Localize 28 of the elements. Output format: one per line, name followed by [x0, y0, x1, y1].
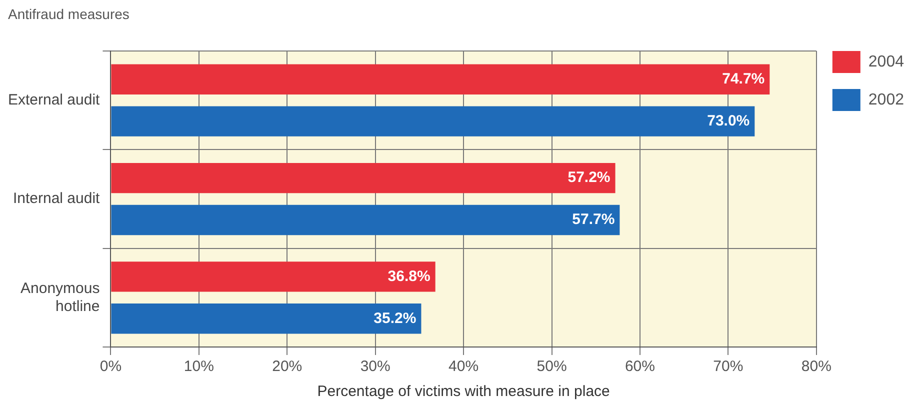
bar [111, 304, 422, 334]
bar [111, 204, 620, 236]
y-tick-label: External audit [8, 91, 101, 108]
x-tick-label: 40% [448, 358, 479, 376]
data-label: 74.7% [722, 70, 765, 88]
data-label: 57.2% [568, 169, 610, 186]
x-tick-label: 10% [184, 358, 214, 376]
x-axis-title: Percentage of victims with measure in place [317, 383, 610, 400]
bar [111, 262, 436, 292]
x-tick-label: 70% [713, 358, 744, 376]
data-label: 73.0% [707, 112, 750, 130]
data-label: 35.2% [374, 310, 416, 327]
y-tick-label: Internal audit [12, 190, 101, 208]
x-tick-label: 80% [801, 358, 832, 376]
bar [111, 162, 616, 194]
data-label: 36.8% [388, 268, 430, 285]
legend-label: 2004 [868, 53, 904, 70]
x-tick-label: 20% [272, 358, 302, 376]
x-tick-label: 60% [624, 358, 655, 376]
x-tick-label: 0% [100, 358, 122, 376]
chart-title: Antifraud measures [8, 6, 130, 22]
bar [111, 106, 755, 136]
legend-label: 2002 [868, 91, 904, 108]
y-tick-label: Anonymous hotline [20, 280, 100, 315]
x-tick-label: 50% [536, 358, 567, 376]
data-label: 57.7% [572, 211, 615, 228]
bar [111, 64, 770, 94]
x-tick-label: 30% [360, 358, 390, 376]
